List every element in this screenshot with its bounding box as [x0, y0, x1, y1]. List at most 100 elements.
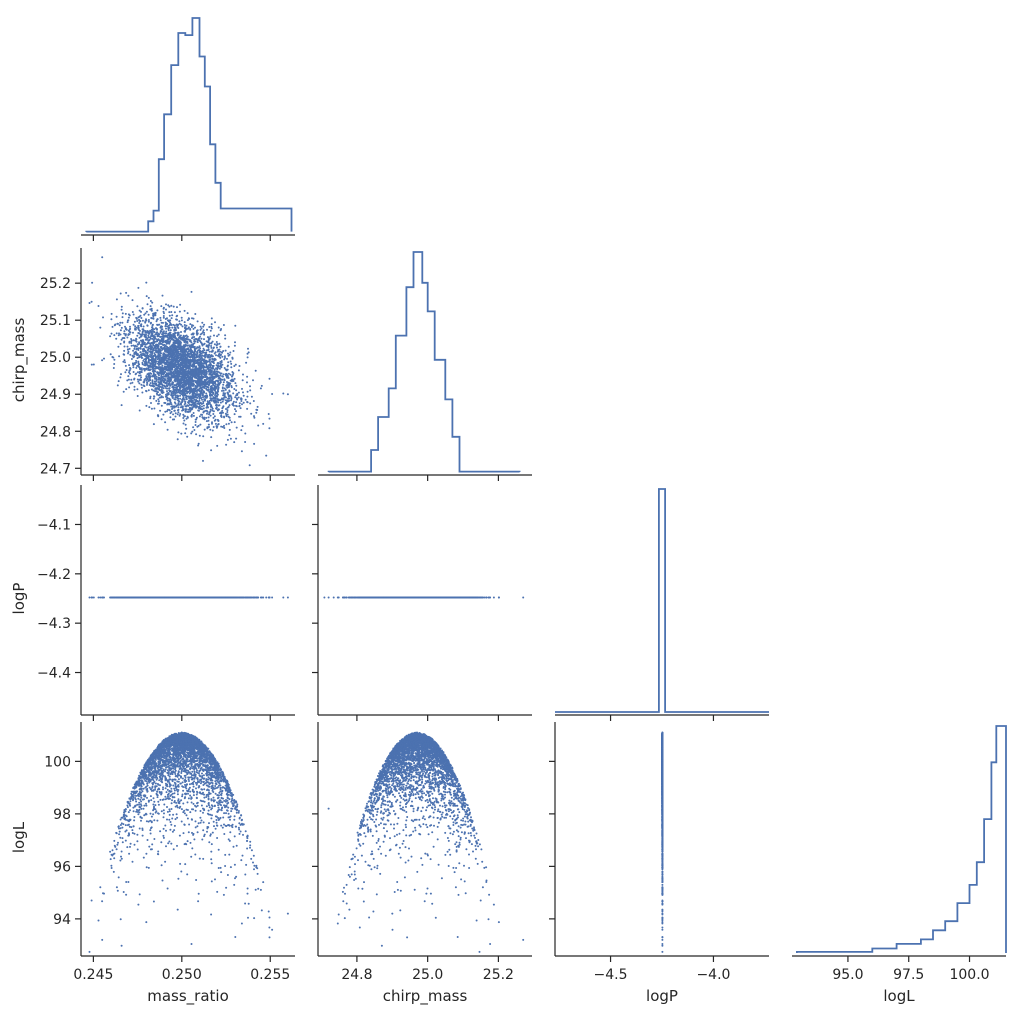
scatter-point	[217, 399, 220, 402]
scatter-point	[173, 311, 176, 314]
scatter-point	[168, 314, 171, 317]
scatter-point	[150, 362, 153, 365]
scatter-point	[218, 342, 221, 345]
scatter-point	[138, 318, 140, 321]
scatter-point	[234, 363, 237, 366]
scatter-point	[120, 305, 123, 308]
scatter-point	[210, 317, 213, 320]
scatter-point	[179, 359, 182, 361]
scatter-point	[164, 382, 167, 385]
scatter-point	[120, 373, 122, 376]
scatter-point	[204, 381, 207, 384]
scatter-point	[235, 410, 237, 413]
scatter-point	[181, 373, 184, 376]
scatter-point	[150, 407, 153, 410]
scatter-point	[200, 337, 203, 340]
scatter-point	[158, 388, 161, 391]
scatter-point	[175, 329, 178, 331]
scatter-point	[149, 382, 152, 385]
scatter-point	[196, 383, 199, 386]
scatter-point	[204, 409, 207, 412]
scatter-point	[219, 377, 222, 380]
scatter-point	[120, 326, 123, 329]
scatter-point	[206, 426, 209, 429]
scatter-point	[201, 359, 204, 362]
scatter-point	[140, 345, 143, 347]
scatter-point	[188, 399, 191, 402]
scatter-point	[144, 357, 147, 360]
scatter-point	[136, 353, 139, 356]
scatter-point	[164, 368, 167, 371]
scatter-point	[191, 392, 194, 395]
scatter-panel-mass_ratio-vs-chirp_mass	[88, 256, 289, 467]
scatter-point	[146, 383, 148, 386]
scatter-point	[210, 388, 213, 391]
scatter-point	[215, 344, 218, 347]
scatter-point	[120, 404, 123, 407]
scatter-point	[222, 398, 225, 401]
scatter-point	[208, 360, 210, 363]
scatter-point	[201, 398, 203, 401]
scatter-point	[204, 379, 207, 382]
scatter-point	[213, 343, 216, 346]
scatter-point	[162, 330, 165, 333]
scatter-point	[157, 347, 160, 350]
scatter-point	[207, 384, 210, 387]
scatter-point	[130, 340, 133, 343]
scatter-point	[244, 432, 247, 435]
scatter-point	[177, 370, 180, 372]
scatter-point	[194, 418, 197, 421]
scatter-point	[148, 376, 151, 379]
scatter-point	[110, 318, 113, 321]
scatter-point	[208, 399, 211, 402]
scatter-point	[191, 383, 194, 386]
scatter-point	[130, 342, 133, 344]
scatter-point	[151, 350, 154, 353]
scatter-point	[210, 381, 213, 384]
scatter-point	[229, 351, 232, 354]
scatter-point	[149, 347, 152, 350]
scatter-point	[232, 400, 235, 403]
scatter-point	[171, 314, 174, 317]
scatter-point	[150, 365, 153, 368]
scatter-point	[185, 408, 188, 411]
scatter-point	[183, 419, 186, 422]
scatter-point	[109, 335, 112, 338]
scatter-point	[127, 352, 129, 355]
scatter-point	[97, 596, 100, 599]
scatter-point	[132, 331, 134, 334]
scatter-point	[165, 394, 168, 397]
scatter-point	[145, 295, 148, 298]
scatter-point	[221, 400, 224, 403]
scatter-point	[182, 361, 185, 364]
scatter-point	[153, 407, 156, 410]
scatter-point	[137, 316, 140, 319]
scatter-point	[145, 310, 148, 313]
scatter-point	[177, 400, 180, 402]
scatter-point	[144, 351, 147, 354]
scatter-point	[129, 327, 132, 330]
scatter-point	[198, 415, 201, 418]
scatter-point	[177, 373, 180, 376]
scatter-point	[160, 404, 163, 407]
scatter-point	[161, 364, 164, 367]
scatter-point	[225, 402, 227, 405]
scatter-point	[136, 371, 139, 374]
scatter-point	[137, 360, 140, 363]
scatter-point	[157, 398, 160, 401]
scatter-point	[117, 334, 120, 337]
scatter-point	[228, 404, 231, 407]
scatter-point	[232, 372, 235, 375]
scatter-point	[217, 362, 220, 365]
scatter-point	[168, 367, 171, 370]
scatter-point	[177, 431, 180, 434]
scatter-point	[138, 374, 140, 377]
scatter-point	[180, 367, 183, 370]
scatter-point	[156, 309, 159, 312]
scatter-point	[184, 423, 187, 426]
scatter-point	[190, 407, 193, 410]
scatter-point	[145, 281, 148, 284]
scatter-point	[117, 380, 120, 383]
scatter-point	[240, 429, 243, 432]
scatter-point	[202, 371, 205, 374]
